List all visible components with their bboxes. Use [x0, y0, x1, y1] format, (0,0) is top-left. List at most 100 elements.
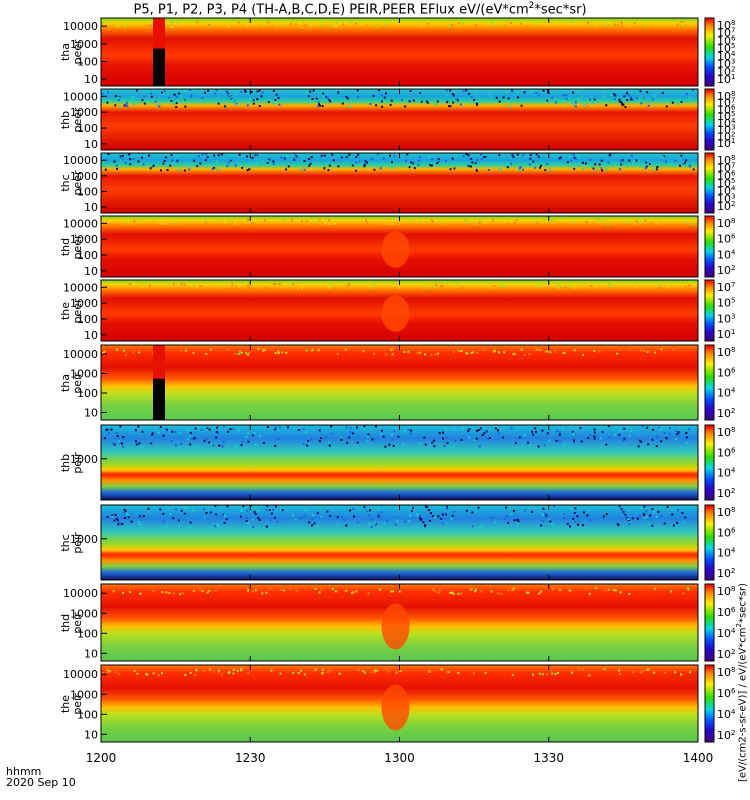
spectrogram-texture	[300, 517, 303, 519]
spectrogram-texture	[458, 22, 461, 25]
spectrogram-texture	[366, 161, 368, 164]
colorbar	[704, 504, 715, 581]
spectrogram-texture	[578, 668, 581, 671]
spectrogram-texture	[137, 351, 140, 354]
spectrogram-texture	[516, 96, 519, 99]
spectrogram-texture	[653, 95, 656, 97]
spectrogram-texture	[614, 94, 617, 97]
spectrogram-texture	[320, 89, 323, 92]
y-tick-label: 10000	[63, 90, 98, 103]
colorbar-tick-label: 104	[717, 708, 736, 721]
spectrogram-texture	[175, 444, 177, 447]
spectrogram-texture	[320, 218, 323, 221]
spectrogram-texture	[630, 430, 633, 432]
spectrogram-texture	[277, 352, 280, 355]
spectrogram-texture	[546, 99, 549, 102]
spectrogram-texture	[467, 154, 470, 157]
spectrogram-texture	[304, 509, 307, 512]
spectrogram-texture	[517, 91, 520, 94]
spectrogram-texture	[589, 98, 592, 101]
spectrogram-texture	[323, 95, 326, 98]
spectrogram-texture	[262, 441, 265, 444]
spectrogram-texture	[447, 445, 450, 448]
spectrogram-texture	[201, 590, 204, 593]
spectrogram-texture	[324, 222, 327, 225]
spectrogram-texture	[160, 169, 162, 172]
spectrogram-texture	[516, 219, 518, 221]
spectrogram-texture	[275, 426, 278, 429]
spectrogram-texture	[567, 284, 570, 287]
spectrogram-texture	[143, 95, 146, 98]
spectrogram-texture	[385, 668, 388, 671]
spectrogram-texture	[327, 219, 330, 222]
spectrogram-texture	[404, 105, 407, 108]
spectrogram-texture	[625, 518, 628, 521]
spectrogram-texture	[168, 25, 171, 28]
spectrogram-texture	[279, 672, 282, 675]
spectrogram-texture	[600, 437, 602, 440]
spectrogram-texture	[288, 587, 291, 590]
spectrogram-texture	[175, 89, 178, 92]
spectrogram-texture	[184, 507, 187, 510]
spectrogram-texture	[581, 161, 584, 164]
spectrogram-texture	[197, 427, 200, 430]
spectrogram-texture	[297, 672, 300, 674]
y-tick-label: 100	[77, 185, 98, 198]
spectrogram-texture	[628, 93, 631, 96]
spectrogram-texture	[106, 515, 109, 518]
spectrogram-texture	[318, 429, 321, 432]
spectrogram-texture	[262, 349, 265, 352]
spectrogram-texture	[270, 669, 273, 672]
spectrogram-texture	[262, 160, 265, 163]
spectrogram-texture	[566, 521, 569, 524]
spectrogram-texture	[341, 23, 344, 26]
spectrogram-texture	[323, 154, 326, 157]
spectrogram-texture	[363, 425, 366, 428]
spectrogram-texture	[660, 440, 663, 443]
spectrogram-texture	[367, 435, 369, 438]
spectrogram-texture	[297, 287, 300, 290]
spectrogram-texture	[187, 219, 190, 222]
spectrogram-texture	[493, 286, 496, 289]
spectrogram-texture	[438, 592, 441, 594]
spectrogram-texture	[263, 349, 266, 351]
spectrogram-texture	[355, 161, 358, 164]
spectrogram-texture	[329, 514, 332, 517]
spectrogram-texture	[674, 671, 677, 674]
spectrogram-texture	[305, 431, 307, 434]
spectrogram-texture	[489, 437, 491, 439]
spectrogram-texture	[157, 431, 160, 434]
spectrogram-texture	[133, 670, 136, 672]
spectrogram-texture	[179, 593, 182, 595]
spectrogram-texture	[177, 524, 180, 527]
spectrogram-texture	[164, 427, 167, 430]
spectrogram-texture	[391, 438, 394, 441]
spectrogram-texture	[252, 525, 255, 528]
spectrogram-texture	[524, 509, 527, 512]
colorbar-unit-label: [eV/(cm2-s-sr-eV)] / eV/(eV*cm2*sec*sr)	[735, 582, 749, 782]
spectrogram-texture	[321, 105, 324, 107]
spectrogram-texture	[653, 671, 655, 674]
spectrogram-texture	[393, 430, 396, 433]
spectrogram-texture	[477, 506, 480, 509]
spectrogram-texture	[462, 427, 465, 430]
spectrogram-texture	[417, 514, 420, 517]
spectrogram-texture	[540, 164, 542, 167]
spectrogram-texture	[256, 90, 259, 93]
spectrogram-texture	[295, 589, 298, 592]
spectrogram-texture	[563, 517, 566, 519]
spectrogram-texture	[626, 221, 629, 224]
spectrogram-texture	[321, 90, 324, 93]
spectrogram-texture	[303, 514, 306, 517]
spectrogram-texture	[425, 100, 428, 103]
spectrogram-texture	[438, 160, 441, 163]
spectrogram-texture	[189, 525, 192, 528]
spectrogram-texture	[194, 674, 196, 677]
spectrogram-texture	[474, 162, 477, 165]
spectrogram-texture	[214, 92, 217, 95]
spectrogram-texture	[582, 168, 585, 171]
spectrogram-texture	[391, 167, 393, 170]
spectrogram-texture	[564, 287, 567, 289]
spectrogram-texture	[370, 157, 373, 160]
spectrogram-texture	[558, 440, 561, 443]
